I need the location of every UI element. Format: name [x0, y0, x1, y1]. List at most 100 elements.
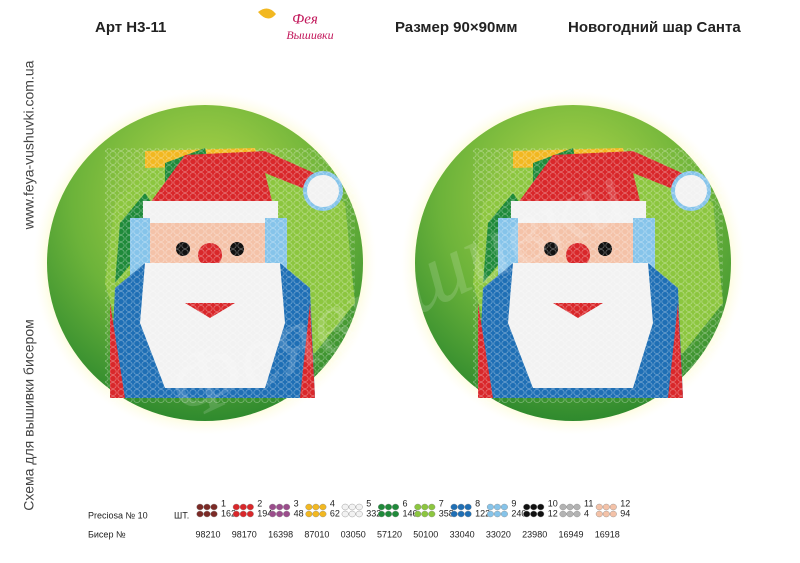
swatch-bead	[537, 503, 545, 511]
bead-code: 98170	[232, 529, 257, 539]
bead-count: 94	[620, 508, 630, 518]
swatch-bead	[566, 503, 574, 511]
swatch-bead	[500, 503, 508, 511]
bead-label: Бисер №	[88, 529, 126, 539]
swatch-bead	[246, 510, 254, 518]
swatch-bead	[283, 503, 291, 511]
swatch-bead	[414, 503, 422, 511]
swatch-bead	[239, 503, 247, 511]
swatch-bead	[355, 510, 363, 518]
swatch-bead	[210, 510, 218, 518]
swatch-bead	[283, 510, 291, 518]
swatch-bead	[232, 503, 240, 511]
swatch-bead	[341, 510, 349, 518]
swatch-bead	[385, 510, 393, 518]
swatch-bead	[378, 510, 386, 518]
swatch-bead	[573, 503, 581, 511]
bead-count: 12	[548, 508, 558, 518]
color-number: 9	[511, 498, 516, 508]
swatch-bead	[595, 503, 603, 511]
swatch-bead	[566, 510, 574, 518]
swatch-bead	[530, 510, 538, 518]
swatch-bead	[559, 510, 567, 518]
swatch-bead	[450, 503, 458, 511]
swatch-bead	[269, 503, 277, 511]
color-number: 10	[548, 498, 558, 508]
color-number: 12	[620, 498, 630, 508]
swatch-bead	[500, 510, 508, 518]
swatch-bead	[414, 510, 422, 518]
swatch-bead	[341, 503, 349, 511]
bead-count: 146	[403, 508, 418, 518]
color-number: 11	[584, 498, 593, 508]
color-number: 5	[366, 498, 371, 508]
swatch-bead	[348, 510, 356, 518]
swatch-bead	[559, 503, 567, 511]
color-number: 7	[439, 498, 444, 508]
color-number: 1	[221, 498, 226, 508]
side-caption: Схема для вышивки бисером	[21, 319, 37, 511]
swatch-bead	[312, 503, 320, 511]
bead-code: 98210	[195, 529, 220, 539]
swatch-bead	[486, 503, 494, 511]
swatch-bead	[203, 510, 211, 518]
color-number: 4	[330, 498, 335, 508]
swatch-bead	[385, 503, 393, 511]
swatch-bead	[493, 510, 501, 518]
legend: 1162982102194981703481639846287010533203…	[195, 498, 630, 539]
swatch-bead	[196, 503, 204, 511]
site-url: www.feya-vushuvki.com.ua	[21, 60, 37, 230]
bead-code: 33020	[486, 529, 511, 539]
swatch-bead	[595, 510, 603, 518]
swatch-bead	[493, 503, 501, 511]
bead-count: 4	[584, 508, 589, 518]
bead-code: 16918	[595, 529, 620, 539]
bead-count: 62	[330, 508, 340, 518]
swatch-bead	[312, 510, 320, 518]
bead-code: 33040	[450, 529, 475, 539]
swatch-bead	[428, 503, 436, 511]
swatch-bead	[246, 503, 254, 511]
swatch-bead	[355, 503, 363, 511]
swatch-bead	[276, 510, 284, 518]
swatch-bead	[464, 503, 472, 511]
bead-count: 358	[439, 508, 454, 518]
swatch-bead	[305, 503, 313, 511]
article: Арт Н3-11	[95, 19, 166, 36]
title: Новогодний шар Санта	[568, 19, 741, 36]
swatch-bead	[305, 510, 313, 518]
logo: Фея Вышивки	[258, 8, 334, 42]
bead-code: 23980	[522, 529, 547, 539]
swatch-bead	[428, 510, 436, 518]
swatch-bead	[210, 503, 218, 511]
swatch-bead	[609, 510, 617, 518]
swatch-bead	[196, 510, 204, 518]
swatch-bead	[203, 503, 211, 511]
swatch-bead	[573, 510, 581, 518]
color-number: 2	[257, 498, 262, 508]
color-number: 3	[294, 498, 299, 508]
swatch-bead	[457, 510, 465, 518]
logo-text: Фея	[292, 11, 318, 27]
bead-code: 03050	[341, 529, 366, 539]
bead-count: 122	[475, 508, 490, 518]
swatch-bead	[392, 510, 400, 518]
swatch-bead	[464, 510, 472, 518]
bead-code: 50100	[413, 529, 438, 539]
unit: ШТ.	[174, 510, 189, 520]
size: Размер 90×90мм	[395, 19, 518, 36]
swatch-bead	[602, 510, 610, 518]
swatch-bead	[537, 510, 545, 518]
swatch-bead	[609, 503, 617, 511]
brand: Preciosa № 10	[88, 510, 148, 520]
bead-code: 16949	[558, 529, 583, 539]
swatch-bead	[421, 503, 429, 511]
swatch-bead	[378, 503, 386, 511]
swatch-bead	[450, 510, 458, 518]
bead-count: 162	[221, 508, 236, 518]
swatch-bead	[486, 510, 494, 518]
swatch-bead	[319, 510, 327, 518]
swatch-bead	[269, 510, 277, 518]
swatch-bead	[319, 503, 327, 511]
